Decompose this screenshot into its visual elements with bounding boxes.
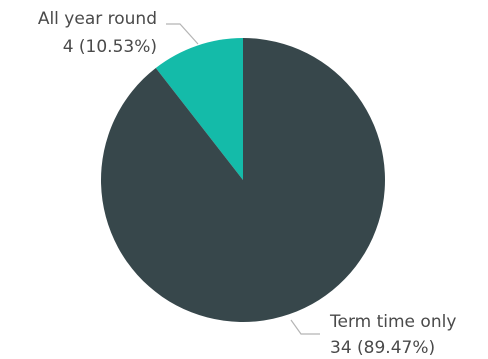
leader-line-all-year-round [166, 23, 199, 45]
slice-label-all-year-round: All year round [38, 9, 157, 29]
pie-slice-term-time-only[interactable] [100, 38, 385, 322]
slice-1-annotation: Term time only 34 (89.47%) [290, 312, 456, 358]
pie-slice-all-year-round[interactable] [155, 38, 243, 180]
slice-value-term-time-only: 34 (89.47%) [330, 338, 435, 358]
pie-slices [100, 38, 385, 322]
slice-value-all-year-round: 4 (10.53%) [63, 37, 157, 57]
leader-line-term-time-only [290, 319, 320, 335]
slice-0-annotation: All year round 4 (10.53%) [38, 9, 199, 57]
slice-label-term-time-only: Term time only [329, 312, 456, 332]
